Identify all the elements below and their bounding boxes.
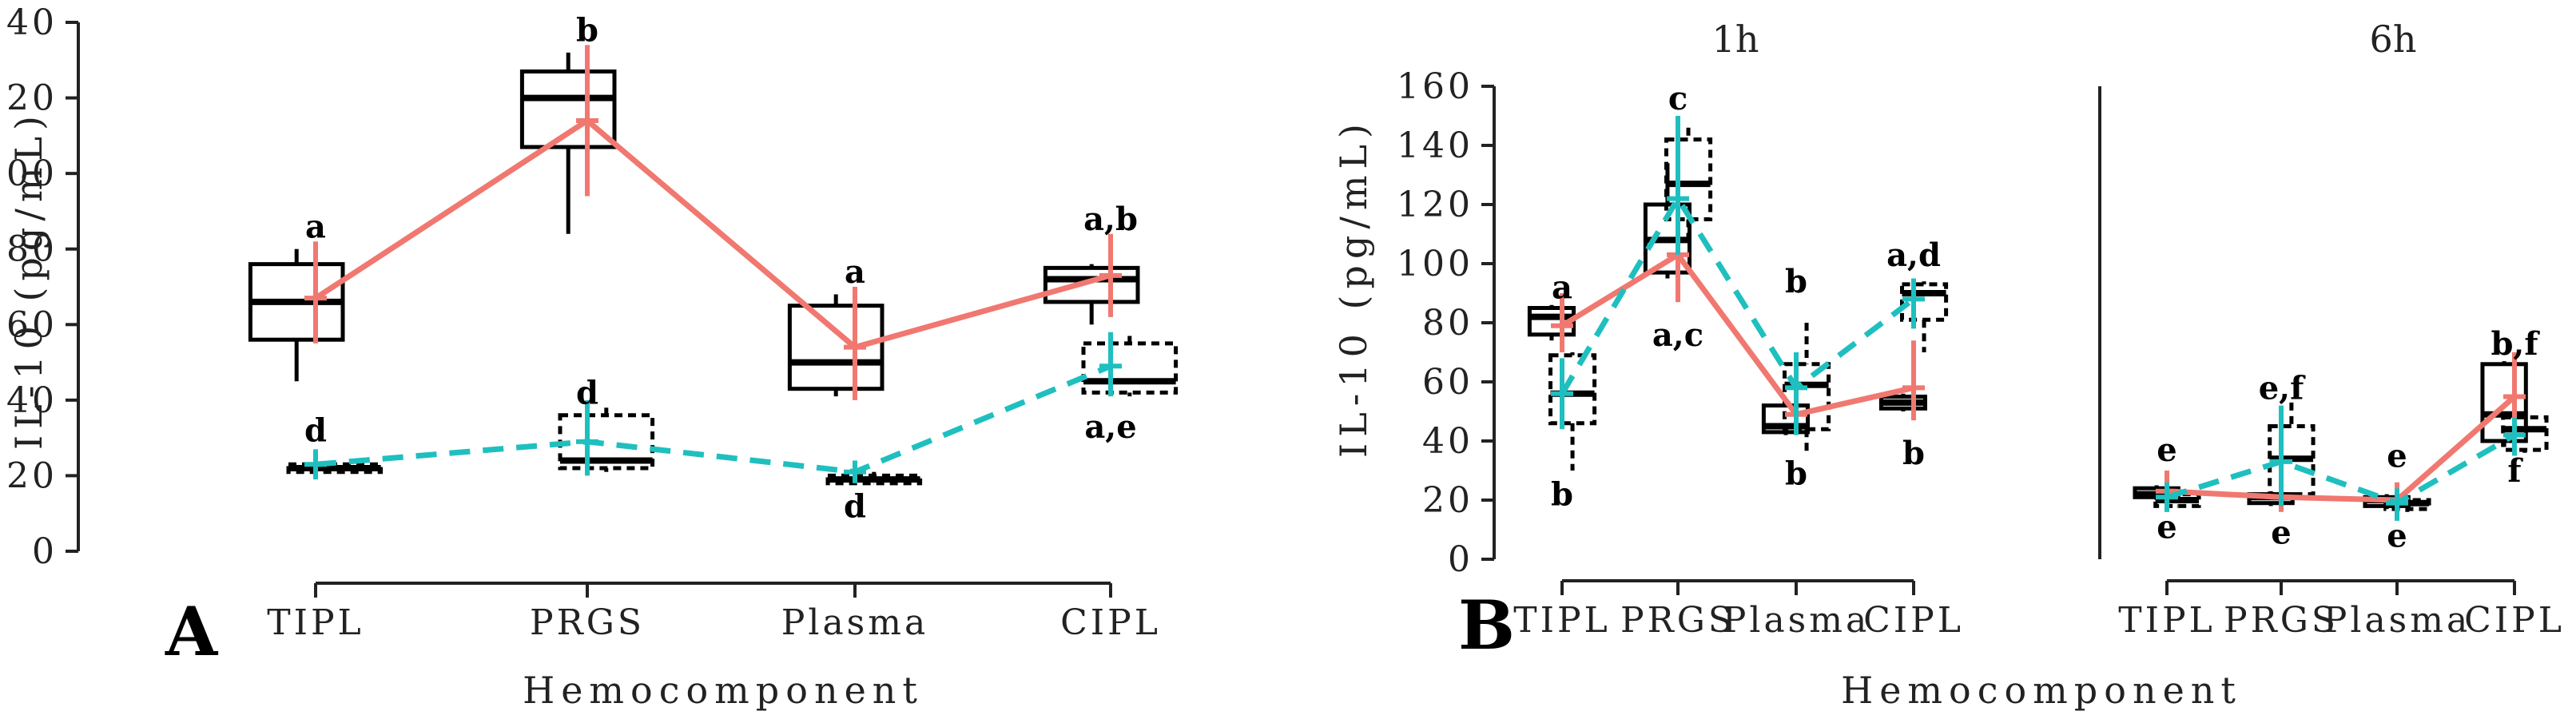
panel-a: IL-10 (pg/mL) 0 20 40 60 80 100 120 140 TIPL PRG… (0, 2, 1179, 712)
significance-label: a,b (1083, 201, 1138, 238)
series-line-control (1559, 196, 1916, 395)
significance-label: a (845, 253, 865, 291)
significance-label: a,c (1652, 316, 1703, 354)
y-tick-label: 20 (1422, 480, 1473, 521)
x-tick-label: PRGS (2224, 600, 2339, 641)
significance-label: d (576, 374, 598, 411)
panel-b-facet-6h-title: 6h (2370, 18, 2417, 61)
significance-label: b (1551, 476, 1573, 514)
significance-label: a,d (1886, 236, 1941, 274)
significance-label: e (2157, 431, 2176, 469)
y-tick-label: 40 (6, 380, 58, 421)
x-tick-label: Plasma (1723, 600, 1870, 641)
box (1081, 341, 1179, 395)
y-tick-label: 80 (1422, 303, 1473, 344)
significance-label: e (2387, 438, 2407, 475)
x-tick-label: PRGS (1620, 600, 1735, 641)
significance-label: e (2387, 517, 2407, 554)
significance-label: c (1668, 80, 1688, 117)
x-tick-label: TIPL (267, 602, 364, 643)
significance-label: d (304, 412, 327, 450)
y-tick-label: 60 (1422, 362, 1473, 403)
box (519, 69, 617, 149)
box (1043, 265, 1140, 304)
significance-label: e (2271, 514, 2291, 552)
panel-a-y-axis-title: IL-10 (pg/mL) (7, 109, 50, 450)
y-tick-label: 20 (6, 455, 58, 496)
panel-a-plot: a b a a,b d d d a,e (248, 11, 1179, 525)
panel-b-y-axis: 0 20 40 60 80 100 120 140 160 (1397, 66, 1496, 580)
y-tick-label: 120 (1397, 185, 1473, 225)
significance-label: a (1552, 269, 1572, 307)
significance-label: b (1785, 455, 1807, 493)
series-line-treated (2166, 394, 2517, 503)
y-tick-label: 160 (1397, 66, 1473, 107)
x-tick-label: Plasma (2324, 600, 2471, 641)
box (787, 304, 885, 391)
series-line-control (2165, 432, 2516, 506)
significance-label: d (844, 487, 866, 525)
significance-label: a (305, 208, 326, 245)
y-tick-label: 0 (1448, 539, 1473, 580)
x-tick-label: TIPL (2118, 600, 2216, 641)
significance-label: b (1902, 435, 1925, 472)
significance-label: e,f (2259, 369, 2306, 407)
significance-label: a,e (1084, 408, 1136, 446)
series-line-control (315, 363, 1112, 475)
y-tick-label: 100 (0, 153, 58, 194)
panel-a-x-axis: TIPL PRGS Plasma CIPL (267, 582, 1161, 643)
significance-label: b (1785, 263, 1807, 300)
box (2501, 415, 2549, 452)
panel-a-letter: A (165, 592, 219, 671)
panel-b-facet-1h-title: 1h (1712, 18, 1759, 61)
box (1548, 353, 1597, 426)
box (1664, 137, 1713, 222)
series-line-treated (1560, 252, 1914, 418)
x-tick-label: TIPL (1513, 600, 1611, 641)
box (1900, 282, 1949, 322)
significance-label: f (2507, 452, 2523, 490)
significance-label: b,f (2491, 325, 2540, 363)
x-tick-label: CIPL (2464, 600, 2565, 641)
x-tick-label: Plasma (781, 602, 928, 643)
series-line-treated (314, 117, 1111, 351)
x-tick-label: CIPL (1863, 600, 1964, 641)
y-tick-label: 0 (32, 531, 58, 572)
panel-a-x-axis-title: Hemocomponent (523, 669, 924, 712)
x-tick-label: PRGS (530, 602, 645, 643)
panel-b-1h-plot: a a,c b b b c b a,d (1527, 80, 1949, 514)
x-tick-label: CIPL (1060, 602, 1161, 643)
panel-b-letter: B (1458, 586, 1515, 665)
y-tick-label: 60 (6, 304, 58, 345)
y-tick-label: 140 (1397, 125, 1473, 166)
y-tick-label: 100 (1397, 244, 1473, 284)
y-tick-label: 40 (1422, 421, 1473, 462)
panel-a-y-axis: 0 20 40 60 80 100 120 140 (0, 2, 80, 572)
significance-label: e (2157, 508, 2176, 546)
panel-b-x-axis-title: Hemocomponent (1841, 669, 2242, 712)
panel-b-6h-plot: e e e b,f e e,f e f (2133, 325, 2549, 554)
panel-b-y-axis-title: IL-10 (pg/mL) (1332, 117, 1375, 458)
y-tick-label: 80 (6, 229, 58, 270)
y-tick-label: 120 (0, 78, 58, 119)
y-tick-label: 140 (0, 2, 58, 43)
panel-b: IL-10 (pg/mL) 0 20 40 60 80 100 120 140 160 1h 6… (1332, 18, 2565, 712)
significance-label: b (576, 11, 598, 49)
